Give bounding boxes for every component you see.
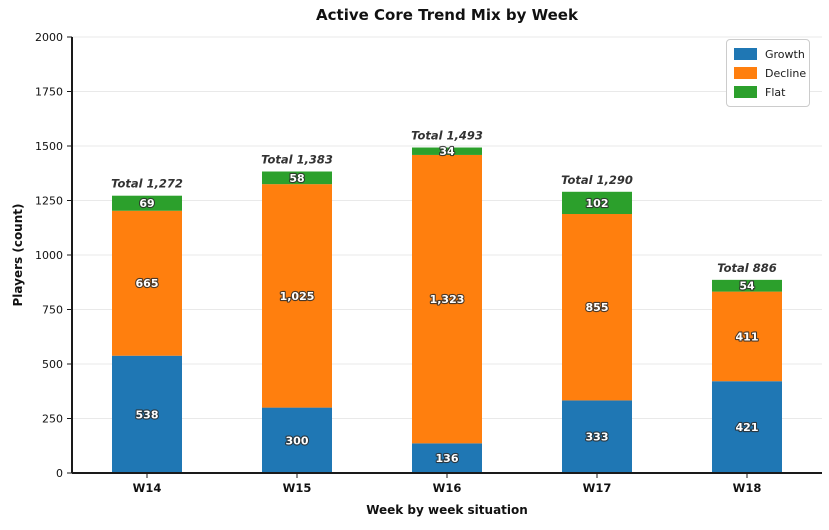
bar-segment-decline-w15 [262,184,332,408]
bar-segment-decline-w17 [562,214,632,401]
bar-segment-flat-w18 [712,279,782,292]
segment-value-label: 54 [739,280,755,293]
segment-value-label: 538 [136,408,159,421]
segment-value-label: 300 [286,434,309,447]
bar-segment-flat-w16 [412,147,482,155]
bar-segment-growth-w16 [412,443,482,473]
x-tick-label: W16 [433,481,462,495]
y-tick-label: 1000 [35,249,63,262]
bar-segment-flat-w14 [112,195,182,211]
bar-segment-growth-w15 [262,407,332,473]
x-tick-label: W14 [133,481,162,495]
bar-segment-growth-w18 [712,381,782,473]
bar-segment-flat-w15 [262,171,332,185]
chart-title: Active Core Trend Mix by Week [316,6,578,24]
legend-swatch-growth [734,48,757,60]
legend-label: Decline [765,66,807,80]
segment-value-label: 69 [139,197,154,210]
bar-segment-decline-w18 [712,291,782,382]
legend-label: Flat [765,85,786,99]
y-tick-label: 0 [56,467,63,480]
total-label: Total 1,383 [261,153,333,167]
segment-value-label: 34 [439,145,455,158]
total-label: Total 886 [717,261,776,275]
y-tick-label: 2000 [35,31,63,44]
x-tick-label: W17 [583,481,612,495]
segment-value-label: 102 [586,197,609,210]
bar-segment-growth-w14 [112,355,182,473]
legend-item-flat: Flat [734,86,801,98]
segment-value-label: 58 [289,172,304,185]
bar-segment-growth-w17 [562,400,632,473]
legend-swatch-decline [734,67,757,79]
legend: Growth Decline Flat [726,39,810,107]
y-tick-label: 1500 [35,140,63,153]
legend-swatch-flat [734,86,757,98]
bar-segment-flat-w17 [562,191,632,215]
legend-item-growth: Growth [734,48,805,60]
x-tick-label: W15 [283,481,312,495]
segment-value-label: 855 [586,301,609,314]
x-tick-label: W18 [733,481,762,495]
segment-value-label: 333 [586,431,609,444]
y-tick-label: 500 [42,358,63,371]
x-axis-label: Week by week situation [366,503,528,517]
total-label: Total 1,272 [111,177,183,191]
legend-label: Growth [765,47,805,61]
legend-item-decline: Decline [734,67,806,79]
total-label: Total 1,290 [561,173,633,187]
segment-value-label: 1,323 [430,293,465,306]
y-tick-label: 250 [42,413,63,426]
segment-value-label: 411 [736,330,759,343]
segment-value-label: 1,025 [280,290,315,303]
y-tick-label: 1250 [35,195,63,208]
total-label: Total 1,493 [411,129,483,143]
y-tick-label: 1750 [35,86,63,99]
segment-value-label: 421 [736,421,759,434]
bar-segment-decline-w14 [112,210,182,356]
y-tick-label: 750 [42,304,63,317]
segment-value-label: 665 [136,277,159,290]
bar-segment-decline-w16 [412,154,482,444]
segment-value-label: 136 [436,452,459,465]
